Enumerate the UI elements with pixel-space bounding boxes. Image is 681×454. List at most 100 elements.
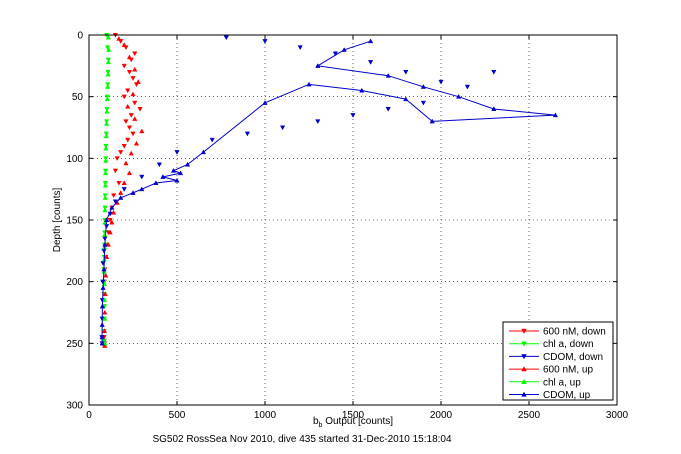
legend-label: chl a, down — [543, 339, 594, 350]
data-point — [130, 131, 136, 137]
data-point — [99, 303, 106, 309]
data-point — [105, 71, 111, 77]
data-point — [139, 174, 145, 180]
data-point — [137, 106, 143, 112]
data-point — [123, 119, 129, 125]
data-point — [99, 340, 105, 346]
data-point — [103, 145, 109, 151]
data-point — [153, 180, 159, 186]
data-point — [455, 93, 462, 99]
series-600-nm-up — [101, 35, 145, 348]
data-point — [104, 96, 110, 102]
data-point — [420, 84, 427, 89]
data-point — [103, 133, 109, 139]
data-point — [177, 170, 184, 176]
data-point — [102, 195, 108, 200]
data-point — [103, 272, 109, 278]
data-point — [112, 168, 119, 174]
data-point — [552, 112, 559, 118]
data-point — [491, 69, 497, 75]
data-point — [121, 63, 127, 69]
data-point — [121, 94, 127, 100]
data-point — [420, 100, 427, 106]
y-tick-label: 200 — [66, 277, 83, 288]
data-point — [107, 229, 113, 235]
data-point — [102, 241, 108, 247]
data-point — [102, 309, 108, 315]
data-point — [121, 180, 127, 186]
data-point — [99, 334, 105, 340]
data-point — [139, 186, 145, 192]
data-point — [105, 59, 111, 65]
data-point — [128, 150, 134, 156]
data-point — [101, 328, 108, 334]
data-point — [126, 54, 133, 60]
data-point — [438, 79, 444, 85]
y-tick-label: 300 — [66, 401, 83, 412]
data-point — [133, 140, 140, 146]
data-point — [121, 42, 127, 47]
data-point — [118, 195, 124, 200]
data-point — [126, 170, 133, 176]
x-tick-label: 500 — [169, 410, 186, 421]
data-point — [367, 60, 374, 65]
data-point — [111, 193, 117, 199]
data-point — [403, 96, 409, 102]
data-point — [116, 35, 122, 41]
data-point — [279, 125, 286, 131]
data-point — [297, 45, 303, 51]
data-point — [385, 106, 391, 112]
data-point — [103, 254, 110, 260]
legend-label: 600 nM, down — [543, 327, 606, 338]
data-point — [132, 100, 138, 106]
data-point — [332, 51, 339, 57]
data-point — [102, 207, 108, 213]
legend-marker — [521, 366, 527, 372]
x-axis-label-main: b — [313, 416, 319, 427]
data-point — [101, 266, 107, 272]
data-point — [104, 108, 110, 114]
data-point — [174, 150, 180, 155]
data-point — [109, 204, 115, 210]
data-point — [102, 343, 108, 348]
legend-label: CDOM, up — [543, 390, 591, 401]
data-point — [103, 217, 110, 223]
legend-marker — [521, 328, 527, 334]
data-point — [367, 38, 374, 44]
data-point — [350, 113, 356, 118]
data-point — [102, 315, 108, 321]
data-point — [100, 285, 106, 290]
x-tick-label: 3000 — [606, 410, 629, 421]
x-tick-label: 0 — [86, 410, 92, 421]
caption: SG502 RossSea Nov 2010, dive 435 started… — [152, 434, 452, 445]
data-point — [103, 121, 110, 126]
x-axis-label-rest: Output [counts] — [322, 416, 393, 427]
data-point — [126, 69, 133, 75]
data-point — [126, 125, 133, 131]
data-point — [184, 161, 191, 167]
data-point — [121, 143, 127, 149]
data-point — [130, 190, 136, 195]
legend-marker — [521, 378, 527, 384]
data-point — [209, 137, 215, 143]
data-point — [262, 39, 268, 44]
data-point — [116, 180, 122, 186]
x-axis-label-subscript: b — [319, 422, 323, 429]
data-point — [156, 162, 163, 168]
data-point — [315, 119, 321, 125]
series-line — [101, 40, 556, 344]
data-point — [341, 47, 347, 52]
data-point — [105, 241, 111, 247]
data-point — [128, 113, 134, 118]
data-point — [132, 116, 138, 121]
data-point — [139, 128, 145, 134]
data-point — [132, 51, 138, 57]
axis-ticks: 0 500 1000 1500 2000 2500 3000 0 50 100 150 200 250 3… — [66, 31, 628, 422]
data-point — [315, 63, 321, 68]
legend-marker — [521, 391, 527, 397]
data-point — [102, 291, 108, 297]
data-point — [385, 72, 391, 78]
data-point — [160, 174, 166, 179]
series-layer — [99, 32, 559, 349]
